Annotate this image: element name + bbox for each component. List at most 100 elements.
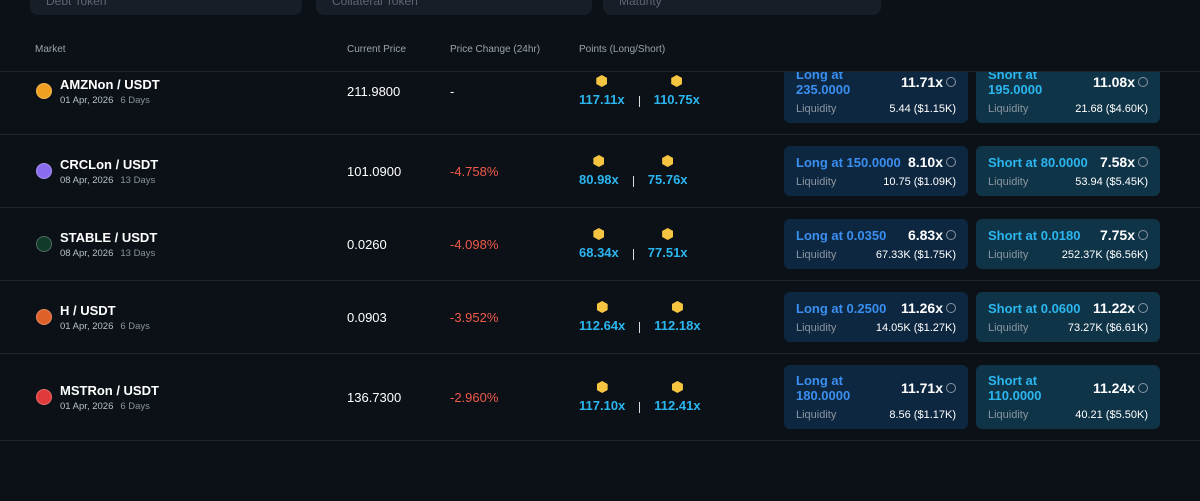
points-value: 117.11x <box>579 92 625 107</box>
points-value: 68.34x <box>579 245 619 260</box>
points-value: 77.51x <box>647 245 688 260</box>
multiplier: 8.10x <box>908 154 956 170</box>
points-icon <box>671 75 683 87</box>
market-row[interactable]: CRCLon / USDT 08 Apr, 2026 13 Days 101.0900… <box>0 135 1200 208</box>
days-left: 6 Days <box>120 400 150 412</box>
maturity-date: 01 Apr, 2026 <box>60 94 114 106</box>
market-cell: AMZNon / USDT 01 Apr, 2026 6 Days <box>36 77 160 106</box>
short-box[interactable]: Short at 0.0180 7.75x Liquidity 252.37K ($6… <box>976 219 1160 269</box>
market-info: STABLE / USDT 08 Apr, 2026 13 Days <box>60 230 157 259</box>
position-label: Short at 80.0000 <box>988 154 1088 170</box>
multiplier: 11.71x <box>901 380 956 396</box>
points: 112.64x 112.18x <box>579 301 701 333</box>
multiplier-value: 7.75x <box>1099 227 1135 243</box>
info-icon <box>1138 383 1148 393</box>
maturity-date: 01 Apr, 2026 <box>60 400 114 412</box>
current-price: 0.0903 <box>347 309 387 325</box>
liquidity-value: 10.75 ($1.09K) <box>883 176 956 188</box>
dropdown[interactable]: Collateral Token <box>316 0 592 15</box>
short-box[interactable]: Short at 0.0600 11.22x Liquidity 73.27K ($6… <box>976 292 1160 342</box>
multiplier: 11.22x <box>1093 300 1148 316</box>
points-long: 68.34x <box>579 228 619 260</box>
box-bottom: Liquidity 10.75 ($1.09K) <box>796 176 956 188</box>
liquidity-value: 8.56 ($1.17K) <box>889 409 956 421</box>
liquidity-value: 67.33K ($1.75K) <box>875 249 956 261</box>
column-header: Market <box>35 44 66 55</box>
box-top: Long at 150.0000 8.10x <box>796 154 956 170</box>
filter-bar: Debt Token Collateral Token Maturity Mar… <box>0 0 1200 72</box>
box-bottom: Liquidity 53.94 ($5.45K) <box>988 176 1148 188</box>
current-price: 136.7300 <box>347 389 402 405</box>
long-box[interactable]: Long at 150.0000 8.10x Liquidity 10.75 ($1.… <box>784 146 968 196</box>
liquidity-label: Liquidity <box>796 249 837 261</box>
liquidity-label: Liquidity <box>796 322 837 334</box>
points-short: 75.76x <box>648 155 688 187</box>
multiplier: 11.71x <box>901 74 956 90</box>
box-top: Short at 110.0000 11.24x <box>988 373 1148 403</box>
box-bottom: Liquidity 8.56 ($1.17K) <box>796 409 956 421</box>
price-change: - <box>450 83 455 99</box>
multiplier: 6.83x <box>908 227 956 243</box>
position-label: Long at 180.0000 <box>796 373 851 403</box>
points: 80.98x 75.76x <box>579 155 688 187</box>
box-bottom: Liquidity 5.44 ($1.15K) <box>796 103 956 115</box>
dropdown[interactable]: Debt Token <box>30 0 302 15</box>
position-label: Short at 110.0000 <box>988 373 1042 403</box>
points-short: 112.18x <box>654 301 701 333</box>
market-name: MSTRon / USDT <box>60 382 159 398</box>
liquidity-value: 73.27K ($6.61K) <box>1067 322 1148 334</box>
long-box[interactable]: Long at 0.2500 11.26x Liquidity 14.05K ($1.… <box>784 292 968 342</box>
market-info: CRCLon / USDT 08 Apr, 2026 13 Days <box>60 157 158 186</box>
liquidity-label: Liquidity <box>796 409 837 421</box>
price-change: -3.952% <box>450 309 499 325</box>
divider <box>638 96 640 107</box>
market-info: AMZNon / USDT 01 Apr, 2026 6 Days <box>60 77 160 106</box>
market-name: AMZNon / USDT <box>60 76 160 92</box>
multiplier-value: 11.26x <box>900 300 943 316</box>
position-label: Long at 0.2500 <box>796 300 887 316</box>
multiplier-value: 6.83x <box>907 227 943 243</box>
token-icon <box>36 309 52 325</box>
multiplier: 7.58x <box>1100 154 1148 170</box>
market-row[interactable]: AMZNon / USDT 01 Apr, 2026 6 Days 211.9800 -… <box>0 48 1200 135</box>
box-top: Short at 0.0180 7.75x <box>988 227 1148 243</box>
info-icon <box>946 77 956 87</box>
price-change: -4.758% <box>450 163 499 179</box>
market-row[interactable]: MSTRon / USDT 01 Apr, 2026 6 Days 136.7300 -… <box>0 354 1200 441</box>
box-top: Long at 0.2500 11.26x <box>796 300 956 316</box>
spacer <box>0 146 1 196</box>
box-bottom: Liquidity 14.05K ($1.27K) <box>796 322 956 334</box>
short-box[interactable]: Short at 110.0000 11.24x Liquidity 40.21 ($… <box>976 365 1160 429</box>
market-cell: MSTRon / USDT 01 Apr, 2026 6 Days <box>36 383 159 412</box>
points-icon <box>671 381 683 393</box>
points-short: 112.41x <box>654 381 701 413</box>
divider <box>632 176 634 187</box>
market-row[interactable]: H / USDT 01 Apr, 2026 6 Days 0.0903 -3.952% 1… <box>0 281 1200 354</box>
short-box[interactable]: Short at 80.0000 7.58x Liquidity 53.94 ($5.… <box>976 146 1160 196</box>
liquidity-value: 252.37K ($6.56K) <box>1061 249 1148 261</box>
maturity: 01 Apr, 2026 6 Days <box>60 401 159 412</box>
info-icon <box>946 303 956 313</box>
box-bottom: Liquidity 21.68 ($4.60K) <box>988 103 1148 115</box>
days-left: 6 Days <box>120 94 150 106</box>
liquidity-value: 21.68 ($4.60K) <box>1075 103 1148 115</box>
price-change: -2.960% <box>450 389 499 405</box>
info-icon <box>946 230 956 240</box>
multiplier: 11.24x <box>1093 380 1148 396</box>
dropdown[interactable]: Maturity <box>603 0 881 15</box>
info-icon <box>1138 303 1148 313</box>
multiplier-value: 11.24x <box>1092 380 1135 396</box>
market-info: MSTRon / USDT 01 Apr, 2026 6 Days <box>60 383 159 412</box>
box-top: Long at 180.0000 11.71x <box>796 373 956 403</box>
points-value: 112.18x <box>654 318 701 333</box>
days-left: 13 Days <box>120 174 156 186</box>
long-box[interactable]: Long at 0.0350 6.83x Liquidity 67.33K ($1.7… <box>784 219 968 269</box>
column-header: Price Change (24hr) <box>450 44 541 55</box>
points-short: 110.75x <box>654 75 700 107</box>
long-box[interactable]: Long at 180.0000 11.71x Liquidity 8.56 ($1.… <box>784 365 968 429</box>
current-price: 101.0900 <box>347 163 402 179</box>
points-icon <box>593 228 605 240</box>
market-row[interactable]: STABLE / USDT 08 Apr, 2026 13 Days 0.0260 -4… <box>0 208 1200 281</box>
days-left: 6 Days <box>120 320 150 332</box>
